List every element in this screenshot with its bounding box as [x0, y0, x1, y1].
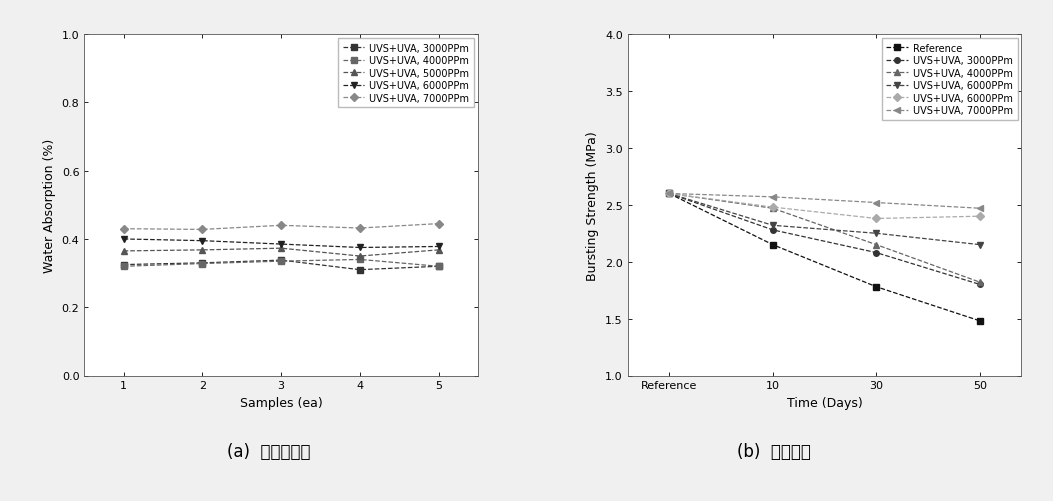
UVS+UVA, 6000PPm	[354, 245, 366, 251]
UVS+UVA, 3000PPm	[767, 227, 779, 233]
UVS+UVA, 6000PPm	[767, 223, 779, 229]
Line: UVS+UVA, 6000PPm: UVS+UVA, 6000PPm	[667, 191, 982, 248]
Text: (b)  파열강도: (b) 파열강도	[737, 442, 811, 460]
UVS+UVA, 7000PPm	[767, 194, 779, 200]
UVS+UVA, 7000PPm	[196, 227, 208, 233]
UVS+UVA, 5000PPm	[275, 245, 287, 252]
Line: UVS+UVA, 7000PPm: UVS+UVA, 7000PPm	[121, 221, 441, 232]
UVS+UVA, 3000PPm	[275, 258, 287, 264]
UVS+UVA, 5000PPm	[117, 248, 130, 255]
UVS+UVA, 4000PPm	[196, 261, 208, 267]
Line: UVS+UVA, 6000PPm: UVS+UVA, 6000PPm	[667, 191, 982, 222]
Line: UVS+UVA, 3000PPm: UVS+UVA, 3000PPm	[121, 258, 441, 273]
Legend: Reference, UVS+UVA, 3000PPm, UVS+UVA, 4000PPm, UVS+UVA, 6000PPm, UVS+UVA, 6000PP: Reference, UVS+UVA, 3000PPm, UVS+UVA, 40…	[881, 39, 1017, 121]
X-axis label: Samples (ea): Samples (ea)	[240, 396, 322, 409]
UVS+UVA, 3000PPm	[196, 261, 208, 267]
Text: (a)  수분흥수율: (a) 수분흥수율	[226, 442, 311, 460]
Line: UVS+UVA, 7000PPm: UVS+UVA, 7000PPm	[667, 191, 982, 211]
Line: UVS+UVA, 6000PPm: UVS+UVA, 6000PPm	[121, 236, 441, 251]
Line: UVS+UVA, 4000PPm: UVS+UVA, 4000PPm	[121, 257, 441, 270]
UVS+UVA, 4000PPm	[767, 206, 779, 212]
UVS+UVA, 4000PPm	[117, 264, 130, 270]
UVS+UVA, 4000PPm	[433, 264, 445, 270]
UVS+UVA, 3000PPm	[870, 250, 882, 256]
Reference	[767, 242, 779, 248]
UVS+UVA, 5000PPm	[354, 254, 366, 260]
UVS+UVA, 7000PPm	[354, 225, 366, 231]
UVS+UVA, 4000PPm	[974, 280, 987, 286]
UVS+UVA, 6000PPm	[196, 238, 208, 244]
UVS+UVA, 6000PPm	[870, 216, 882, 222]
UVS+UVA, 6000PPm	[433, 244, 445, 250]
Line: Reference: Reference	[667, 191, 982, 324]
UVS+UVA, 6000PPm	[974, 214, 987, 220]
Line: UVS+UVA, 4000PPm: UVS+UVA, 4000PPm	[667, 191, 982, 286]
Reference	[974, 318, 987, 324]
UVS+UVA, 6000PPm	[275, 241, 287, 247]
UVS+UVA, 6000PPm	[662, 191, 675, 197]
X-axis label: Time (Days): Time (Days)	[787, 396, 862, 409]
UVS+UVA, 3000PPm	[117, 262, 130, 268]
Line: UVS+UVA, 5000PPm: UVS+UVA, 5000PPm	[121, 246, 441, 260]
UVS+UVA, 5000PPm	[196, 247, 208, 254]
Y-axis label: Water Absorption (%): Water Absorption (%)	[43, 138, 56, 273]
UVS+UVA, 7000PPm	[662, 191, 675, 197]
UVS+UVA, 7000PPm	[275, 223, 287, 229]
UVS+UVA, 3000PPm	[354, 267, 366, 273]
Y-axis label: Bursting Strength (MPa): Bursting Strength (MPa)	[587, 131, 599, 280]
UVS+UVA, 3000PPm	[433, 264, 445, 270]
UVS+UVA, 4000PPm	[870, 242, 882, 248]
UVS+UVA, 6000PPm	[117, 236, 130, 242]
UVS+UVA, 4000PPm	[275, 259, 287, 265]
Reference	[870, 284, 882, 290]
Reference	[662, 191, 675, 197]
UVS+UVA, 6000PPm	[974, 242, 987, 248]
UVS+UVA, 3000PPm	[974, 282, 987, 288]
UVS+UVA, 6000PPm	[870, 231, 882, 237]
UVS+UVA, 3000PPm	[662, 191, 675, 197]
UVS+UVA, 7000PPm	[117, 226, 130, 232]
UVS+UVA, 7000PPm	[870, 200, 882, 206]
UVS+UVA, 4000PPm	[662, 191, 675, 197]
Legend: UVS+UVA, 3000PPm, UVS+UVA, 4000PPm, UVS+UVA, 5000PPm, UVS+UVA, 6000PPm, UVS+UVA,: UVS+UVA, 3000PPm, UVS+UVA, 4000PPm, UVS+…	[338, 39, 474, 108]
UVS+UVA, 4000PPm	[354, 257, 366, 263]
Line: UVS+UVA, 3000PPm: UVS+UVA, 3000PPm	[667, 191, 982, 288]
UVS+UVA, 5000PPm	[433, 247, 445, 254]
UVS+UVA, 6000PPm	[662, 191, 675, 197]
UVS+UVA, 6000PPm	[767, 205, 779, 211]
UVS+UVA, 7000PPm	[433, 221, 445, 227]
UVS+UVA, 7000PPm	[974, 206, 987, 212]
